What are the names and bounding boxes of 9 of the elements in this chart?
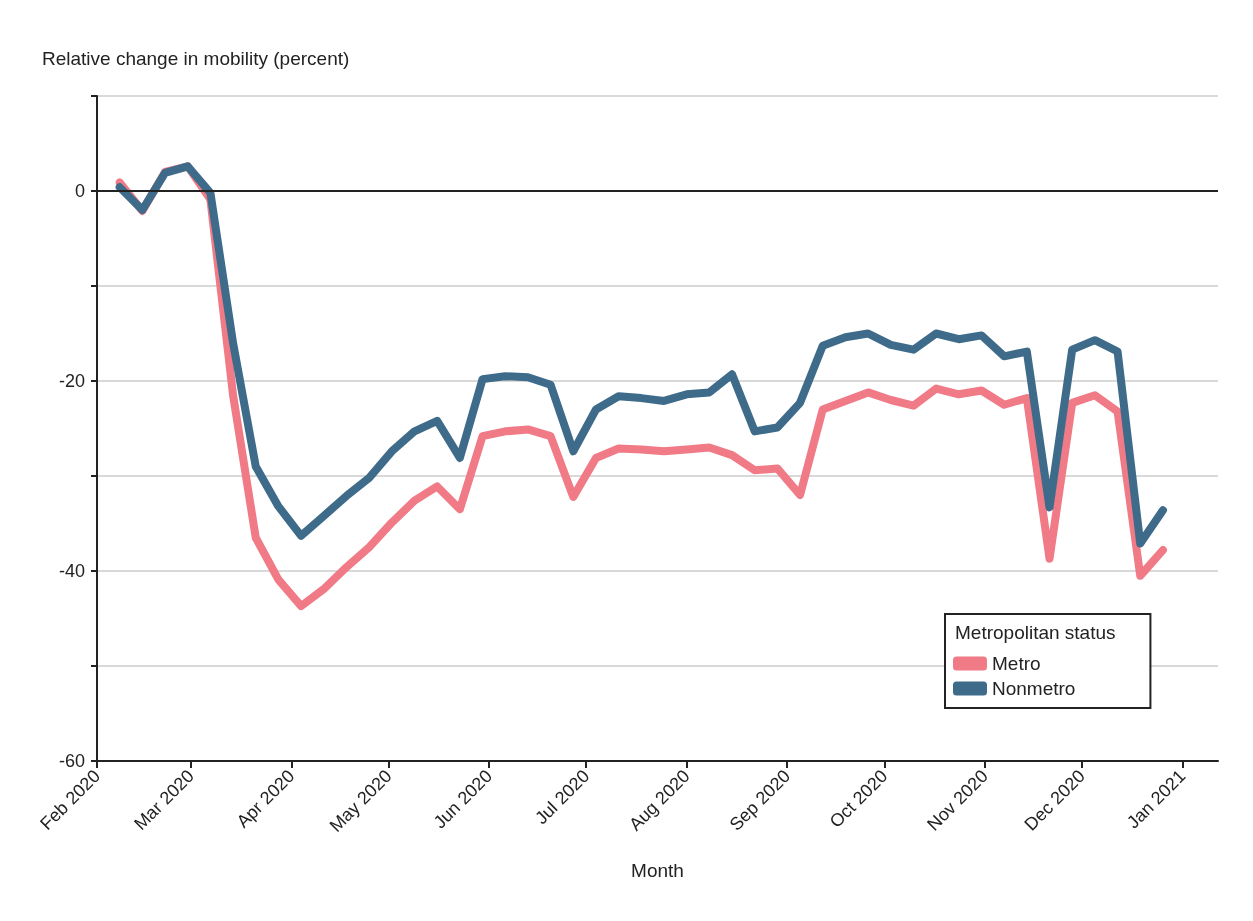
- y-tick-label: 0: [74, 181, 85, 201]
- legend-label: Metro: [992, 653, 1041, 674]
- y-tick-label: -60: [58, 751, 85, 771]
- legend-title: Metropolitan status: [955, 622, 1116, 643]
- y-tick-label: -40: [58, 561, 85, 581]
- legend-label: Nonmetro: [992, 678, 1076, 699]
- y-tick-label: -20: [58, 371, 85, 391]
- x-axis-title: Month: [631, 860, 684, 881]
- y-axis-title: Relative change in mobility (percent): [42, 48, 350, 69]
